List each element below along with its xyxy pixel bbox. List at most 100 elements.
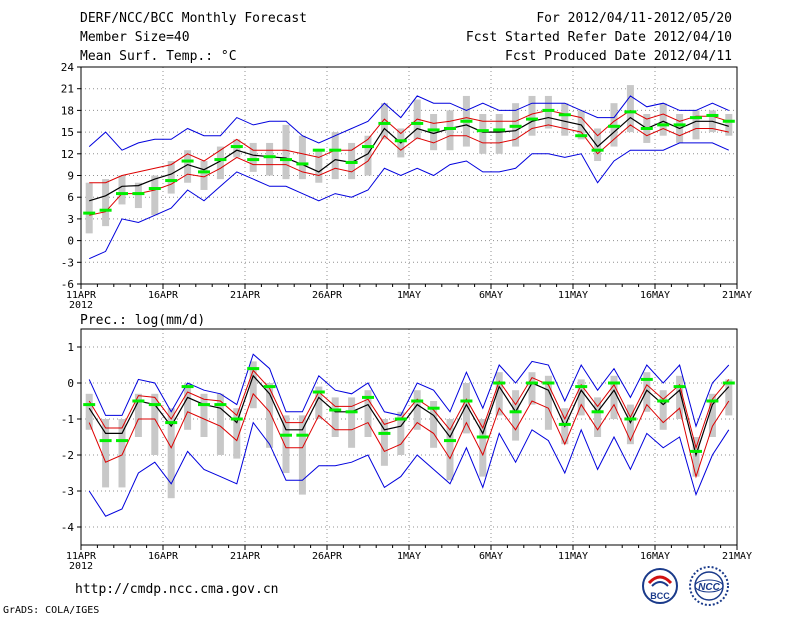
ensemble-box <box>446 419 454 481</box>
y-tick-label: -1 <box>61 413 74 426</box>
median-mark <box>509 410 522 414</box>
ensemble-box <box>479 419 487 477</box>
median-mark <box>116 192 128 196</box>
ensemble-box <box>430 114 438 151</box>
ensemble-box <box>430 401 438 448</box>
median-mark <box>263 155 276 159</box>
median-mark <box>591 148 604 152</box>
median-mark <box>296 433 309 437</box>
max-line <box>88 353 730 428</box>
median-mark <box>312 148 325 152</box>
y-tick-label: 15 <box>61 126 74 139</box>
ensemble-box <box>594 397 602 437</box>
median-mark <box>427 406 440 410</box>
median-mark <box>247 367 260 371</box>
median-mark <box>411 121 424 125</box>
y-tick-label: 24 <box>61 61 75 74</box>
x-tick-label: 21APR <box>230 290 261 301</box>
ensemble-box <box>184 150 192 183</box>
median-mark <box>230 145 243 149</box>
x-tick-label: 21MAY <box>722 551 752 562</box>
y-tick-label: -6 <box>61 278 74 291</box>
x-tick-label: 11APR <box>66 551 97 562</box>
x-year-label: 2012 <box>69 300 93 311</box>
ensemble-box <box>266 383 274 448</box>
ensemble-box <box>118 175 126 205</box>
median-mark <box>280 433 292 437</box>
ncc-logo-icon: NCC <box>689 566 729 606</box>
median-mark <box>83 211 96 215</box>
median-mark <box>99 439 112 443</box>
grads-credit: GrADS: COLA/IGES <box>3 605 100 616</box>
ensemble-box <box>397 411 405 455</box>
member-size: Member Size=40 <box>80 30 190 45</box>
ensemble-box <box>233 408 241 459</box>
min-line <box>88 421 730 517</box>
median-mark <box>411 399 424 403</box>
y-tick-label: 3 <box>67 213 74 226</box>
median-mark <box>706 399 719 403</box>
panel-1: -4 -3 -2 -1 0 1 11APR 16APR 21APR 26APR 1MAY 6MAY 11… <box>61 313 752 572</box>
bcc-logo-icon: BCC <box>642 568 678 604</box>
ensemble-box <box>528 95 536 136</box>
median-mark <box>116 439 128 443</box>
median-mark <box>722 381 735 385</box>
x-tick-label: 6MAY <box>479 290 503 301</box>
median-mark <box>509 124 522 128</box>
x-tick-label: 11MAY <box>558 551 588 562</box>
median-mark <box>345 160 358 164</box>
median-mark <box>624 417 637 421</box>
ensemble-box <box>380 103 388 140</box>
source-url[interactable]: http://cmdp.ncc.cma.gov.cn <box>75 582 279 597</box>
ensemble-box <box>85 182 93 234</box>
ensemble-box <box>233 139 241 158</box>
ensemble-box <box>512 390 520 441</box>
y-tick-label: -4 <box>61 521 75 534</box>
median-mark <box>558 113 571 117</box>
ensemble-box <box>495 372 503 416</box>
panel-0: -6 -3 0 3 6 9 12 15 18 21 24 11APR 16APR 21APR 26APR 1M… <box>61 61 752 311</box>
median-mark <box>362 395 374 399</box>
ensemble-box <box>528 372 536 405</box>
ensemble-box <box>479 114 487 154</box>
ensemble-box <box>659 390 667 430</box>
chart-title: DERF/NCC/BCC Monthly Forecast <box>80 11 307 26</box>
ensemble-box <box>708 393 716 437</box>
ensemble-box <box>200 161 208 190</box>
upper-spread-line <box>89 109 729 184</box>
ensemble-box <box>446 110 454 151</box>
lower-spread-line <box>88 392 730 479</box>
ensemble-box <box>659 103 667 136</box>
median-mark <box>444 439 456 443</box>
y-tick-label: 12 <box>61 148 74 161</box>
x-tick-label: 16APR <box>148 290 179 301</box>
ensemble-box <box>282 415 290 473</box>
median-mark <box>493 381 506 385</box>
median-mark <box>690 449 702 453</box>
median-mark <box>165 421 178 425</box>
y-tick-label: 1 <box>67 341 74 354</box>
bcc-logo-text: BCC <box>650 591 670 601</box>
median-mark <box>624 110 637 114</box>
median-mark <box>657 399 670 403</box>
ensemble-box <box>151 175 159 216</box>
ensemble-box <box>184 383 192 430</box>
x-tick-label: 11MAY <box>558 290 588 301</box>
y-tick-label: 18 <box>61 104 74 117</box>
ensemble-box <box>725 114 733 136</box>
median-mark <box>591 410 604 414</box>
median-mark <box>394 139 407 143</box>
ensemble-box <box>577 379 585 416</box>
ensemble-box <box>561 103 569 136</box>
ensemble-box <box>167 408 175 499</box>
x-tick-label: 21MAY <box>722 290 752 301</box>
median-mark <box>690 116 702 120</box>
median-mark <box>542 108 555 112</box>
median-mark <box>608 124 620 128</box>
ensemble-box <box>298 135 306 180</box>
x-tick-label: 11APR <box>66 290 97 301</box>
ensemble-box <box>118 419 126 488</box>
median-mark <box>132 399 145 403</box>
median-mark <box>214 158 227 162</box>
